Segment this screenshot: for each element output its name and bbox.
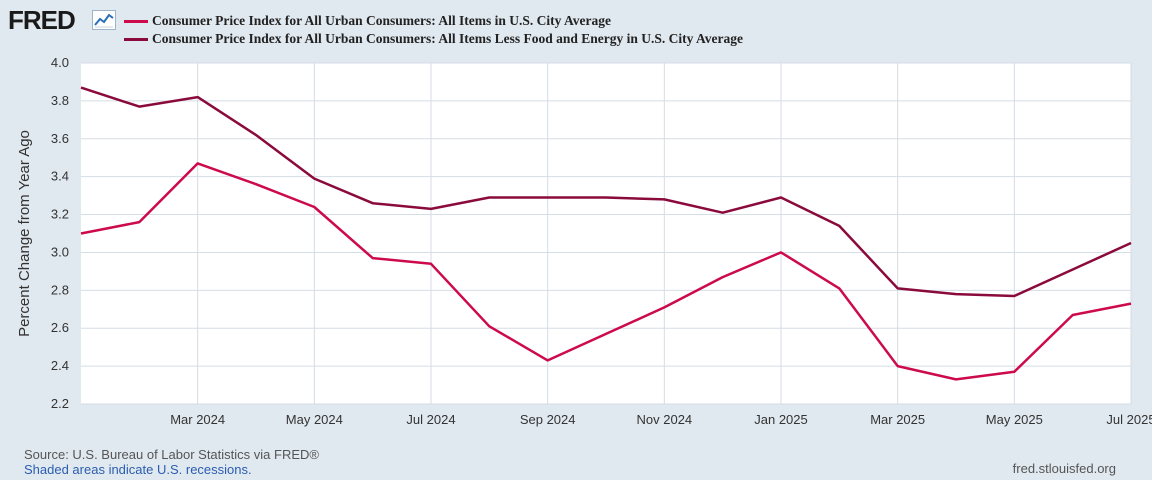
x-tick-label-1: May 2024	[286, 412, 343, 427]
y-tick-label-9: 4.0	[51, 55, 69, 70]
y-tick-label-2: 2.6	[51, 320, 69, 335]
legend-swatch-series1	[124, 19, 148, 23]
footer-source: Source: U.S. Bureau of Labor Statistics …	[24, 447, 319, 477]
x-tick-label-3: Sep 2024	[520, 412, 576, 427]
y-tick-label-3: 2.8	[51, 282, 69, 297]
y-tick-label-0: 2.2	[51, 396, 69, 411]
y-tick-label-8: 3.8	[51, 93, 69, 108]
legend-item-series1: Consumer Price Index for All Urban Consu…	[124, 12, 743, 30]
legend: Consumer Price Index for All Urban Consu…	[124, 12, 743, 48]
x-tick-label-8: Jul 2025	[1106, 412, 1152, 427]
x-tick-label-7: May 2025	[986, 412, 1043, 427]
y-tick-label-7: 3.6	[51, 131, 69, 146]
site-link[interactable]: fred.stlouisfed.org	[1012, 461, 1116, 476]
y-tick-label-1: 2.4	[51, 358, 69, 373]
x-tick-label-4: Nov 2024	[637, 412, 693, 427]
x-tick-label-0: Mar 2024	[170, 412, 225, 427]
recession-note-link[interactable]: Shaded areas indicate U.S. recessions.	[24, 462, 252, 477]
source-text: Source: U.S. Bureau of Labor Statistics …	[24, 447, 319, 462]
x-tick-label-2: Jul 2024	[406, 412, 455, 427]
x-tick-label-5: Jan 2025	[754, 412, 808, 427]
fred-graph-icon	[92, 10, 116, 30]
y-axis-label: Percent Change from Year Ago	[16, 130, 33, 337]
legend-swatch-series2	[124, 37, 148, 41]
y-tick-label-5: 3.2	[51, 207, 69, 222]
x-tick-label-6: Mar 2025	[870, 412, 925, 427]
fred-logo: FRED	[8, 5, 76, 35]
legend-label-series2: Consumer Price Index for All Urban Consu…	[152, 31, 744, 46]
legend-label-series1: Consumer Price Index for All Urban Consu…	[152, 13, 611, 28]
plot-area	[81, 63, 1131, 404]
y-tick-label-6: 3.4	[51, 169, 69, 184]
legend-item-series2: Consumer Price Index for All Urban Consu…	[124, 30, 743, 48]
y-tick-label-4: 3.0	[51, 244, 69, 259]
